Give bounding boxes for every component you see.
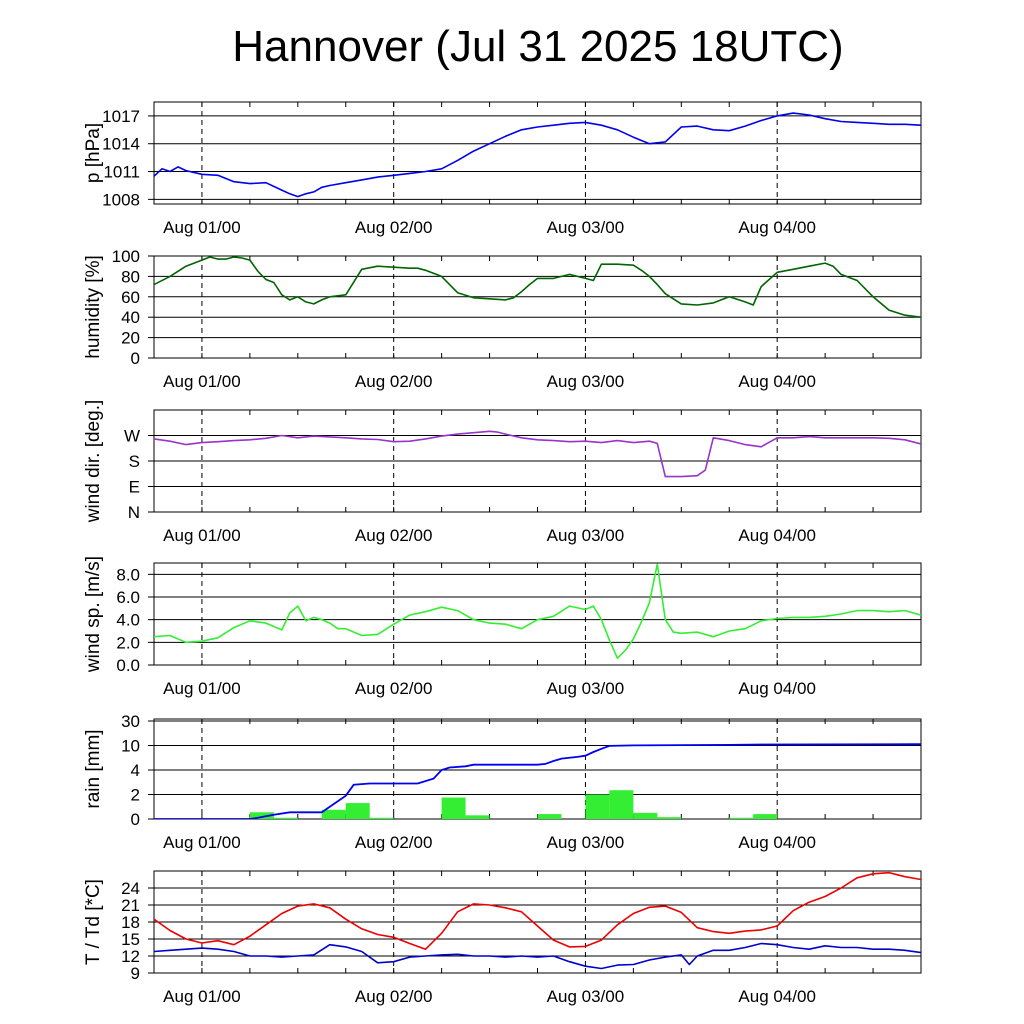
x-tick-label: Aug 03/00 (547, 833, 625, 852)
x-tick-label: Aug 04/00 (738, 372, 816, 391)
x-tick-label: Aug 01/00 (163, 833, 241, 852)
x-tick-label: Aug 01/00 (163, 218, 241, 237)
x-tick-label: Aug 02/00 (355, 987, 433, 1006)
y-tick-label: 10 (121, 737, 140, 756)
y-tick-label: 12 (121, 947, 140, 966)
y-tick-label: 6.0 (116, 588, 140, 607)
panel-4: 0.0 2.0 4.0 6.0 8.0 Aug 01/00 Aug 02/00 Aug 03/… (83, 556, 922, 698)
y-tick-label: 0 (131, 810, 140, 829)
y-tick-label: 100 (112, 247, 140, 266)
series-line-2 (154, 942, 921, 970)
y-tick-label: 1011 (103, 163, 140, 182)
x-tick-label: Aug 02/00 (355, 833, 433, 852)
x-tick-label: Aug 02/00 (355, 526, 433, 545)
rain-bar (441, 797, 466, 819)
rain-bar (273, 817, 298, 819)
rain-bar (729, 817, 754, 819)
x-tick-label: Aug 04/00 (738, 987, 816, 1006)
plot-frame (153, 101, 922, 205)
x-tick-label: Aug 04/00 (738, 526, 816, 545)
y-tick-label: 2 (131, 786, 140, 805)
x-tick-label: Aug 02/00 (355, 218, 433, 237)
plot-frame (153, 562, 922, 666)
y-axis-label: rain [mm] (83, 729, 104, 808)
panel-1: 1008 1011 1014 1017 Aug 01/00 Aug 02/00 Aug 03… (83, 101, 922, 237)
y-tick-label: 2.0 (116, 633, 140, 652)
y-tick-label: 21 (121, 896, 140, 915)
x-tick-label: Aug 01/00 (163, 987, 241, 1006)
x-tick-label: Aug 03/00 (547, 987, 625, 1006)
rain-bar (345, 803, 370, 819)
y-tick-label: 24 (121, 879, 140, 898)
y-tick-label: N (128, 503, 140, 522)
rain-bar (321, 809, 346, 819)
rain-bar (633, 812, 658, 819)
plot-frame (153, 718, 922, 820)
y-tick-label: 18 (121, 913, 140, 932)
x-tick-label: Aug 01/00 (163, 526, 241, 545)
y-tick-label: 20 (121, 329, 140, 348)
x-tick-label: Aug 03/00 (547, 526, 625, 545)
x-tick-label: Aug 02/00 (355, 679, 433, 698)
y-axis-label: wind sp. [m/s] (83, 556, 104, 673)
y-tick-label: 1017 (102, 107, 140, 126)
series-line-1 (154, 112, 921, 198)
y-tick-label: 0 (131, 349, 140, 368)
y-tick-label: S (129, 452, 140, 471)
rain-bar (369, 817, 394, 819)
rain-bar (585, 794, 610, 819)
y-tick-label: 4 (131, 761, 140, 780)
y-tick-label: 8.0 (116, 565, 140, 584)
x-tick-label: Aug 02/00 (355, 372, 433, 391)
chart-title: Hannover (Jul 31 2025 18UTC) (232, 22, 844, 71)
y-tick-label: 80 (121, 267, 140, 286)
y-tick-label: 40 (121, 308, 140, 327)
data-layer (154, 871, 921, 970)
x-tick-label: Aug 03/00 (547, 679, 625, 698)
y-axis-label: T / Td [*C] (83, 879, 104, 965)
rain-bar (657, 817, 682, 819)
x-tick-label: Aug 01/00 (163, 679, 241, 698)
y-tick-label: 60 (121, 288, 140, 307)
series-line-1 (154, 430, 921, 478)
y-tick-label: 1008 (102, 190, 140, 209)
x-tick-label: Aug 04/00 (738, 218, 816, 237)
y-axis-label: p [hPa] (83, 123, 104, 183)
data-layer (154, 430, 921, 478)
data-layer (154, 563, 921, 660)
y-tick-label: E (129, 478, 140, 497)
plot-frame (153, 255, 922, 359)
y-tick-label: 0.0 (116, 656, 140, 675)
series-line-1 (154, 871, 921, 951)
x-tick-label: Aug 03/00 (547, 218, 625, 237)
y-tick-label: 1014 (102, 135, 140, 154)
y-tick-label: 15 (121, 930, 140, 949)
series-line-1 (154, 563, 921, 660)
x-tick-label: Aug 03/00 (547, 372, 625, 391)
y-tick-label: 9 (131, 964, 140, 983)
rain-bar (249, 812, 274, 819)
y-axis-label: humidity [%] (83, 255, 104, 358)
y-tick-label: W (124, 427, 140, 446)
x-tick-label: Aug 01/00 (163, 372, 241, 391)
y-tick-label: 30 (121, 712, 140, 731)
rain-bar (537, 814, 562, 819)
rain-bar (753, 814, 778, 819)
rain-bar (465, 815, 490, 819)
data-layer (154, 743, 921, 819)
data-layer (154, 112, 921, 198)
rain-bar (609, 790, 634, 819)
panel-5: 0 2 4 10 30 Aug 01/00 Aug 02/00 Aug 03/00 Aug 04… (83, 712, 922, 852)
data-layer (154, 256, 921, 318)
y-axis-label: wind dir. [deg.] (83, 400, 104, 524)
x-tick-label: Aug 04/00 (738, 679, 816, 698)
y-tick-label: 4.0 (116, 611, 140, 630)
x-tick-label: Aug 04/00 (738, 833, 816, 852)
series-line-1 (154, 256, 921, 318)
rain-cumulative-line (154, 743, 921, 819)
